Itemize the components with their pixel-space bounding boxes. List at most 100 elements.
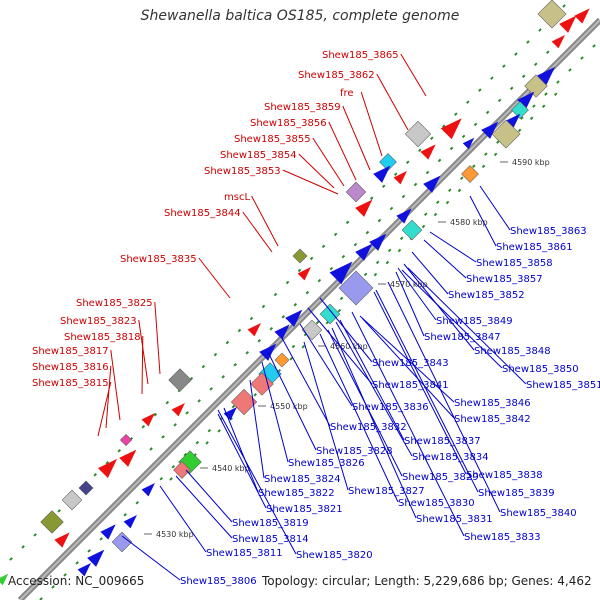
callout-leader — [359, 315, 455, 403]
gene-label-bottom: Shew185_3863 — [510, 226, 587, 237]
gene-box — [292, 248, 308, 264]
gene-arrow — [420, 144, 436, 160]
gene-box — [401, 219, 423, 241]
gene-box — [173, 461, 191, 479]
callout-leader — [303, 341, 349, 491]
callout-leader — [376, 73, 409, 131]
scale-tick-label: 4570 kbp — [390, 280, 428, 289]
scale-tick-label: 4540 kbp — [212, 464, 250, 473]
gene-label-bottom: Shew185_3847 — [424, 332, 501, 343]
gene-label-bottom: Shew185_3846 — [454, 398, 531, 409]
gene-arrow — [97, 458, 118, 479]
map-title: Shewanella baltica OS185, complete genom… — [140, 8, 460, 24]
gene-box — [338, 270, 374, 306]
callout-leader — [335, 321, 413, 457]
gene-label-top: fre — [340, 88, 354, 99]
callout-leader — [375, 289, 479, 493]
callout-leader — [400, 53, 427, 97]
gene-arrow — [87, 549, 105, 567]
callout-leader — [217, 413, 267, 509]
callout-leader — [299, 323, 353, 407]
gene-label-bottom: Shew185_3827 — [348, 486, 425, 497]
gene-arrow — [440, 118, 462, 140]
gene-box — [404, 120, 432, 148]
callout-leader — [361, 317, 455, 419]
gene-arrow — [355, 199, 373, 217]
gene-label-top: Shew185_3818 — [64, 332, 141, 343]
gene-label-bottom: Shew185_3857 — [466, 274, 543, 285]
gene-arrow — [119, 449, 137, 467]
gene-arrow — [141, 413, 155, 427]
gene-box — [250, 372, 274, 396]
gene-arrow — [503, 113, 521, 131]
callout-leader — [159, 485, 207, 553]
callout-leader — [185, 469, 233, 523]
gene-label-top: Shew185_3859 — [264, 102, 341, 113]
callout-leader — [121, 535, 181, 581]
gene-arrow — [423, 175, 441, 193]
gene-label-bottom: Shew185_3831 — [416, 514, 493, 525]
callout-leader — [403, 263, 475, 351]
gene-label-bottom: Shew185_3806 — [180, 576, 257, 587]
gene-box — [230, 388, 258, 416]
gene-arrow — [393, 171, 407, 185]
gene-arrow — [171, 403, 185, 417]
callout-leader — [267, 351, 317, 451]
genome-summary: Topology: circular; Length: 5,229,686 bp… — [262, 574, 592, 588]
callout-leader — [97, 381, 112, 437]
gene-label-top: Shew185_3856 — [250, 118, 327, 129]
gene-box — [301, 319, 323, 341]
gene-arrow — [285, 309, 303, 327]
callout-leader — [319, 297, 373, 363]
gene-arrow — [535, 66, 556, 87]
gene-label-bottom: Shew185_3839 — [478, 488, 555, 499]
gene-arrow — [396, 208, 412, 224]
gene-box — [345, 181, 367, 203]
gene-box — [491, 119, 521, 149]
callout-leader — [407, 267, 527, 385]
callout-leader — [154, 301, 161, 375]
gene-label-top: mscL — [224, 192, 250, 203]
gene-arrow — [54, 532, 70, 548]
gene-label-top: Shew185_3855 — [234, 134, 311, 145]
gene-arrow — [274, 324, 290, 340]
gene-label-bottom: Shew185_3837 — [404, 436, 481, 447]
scale-ticks: 4590 kbp 4580 kbp 4570 kbp 4560 kbp 4550 kbp… — [144, 158, 550, 539]
callout-leader — [479, 185, 511, 231]
gene-label-bottom: Shew185_3836 — [352, 402, 429, 413]
callout-leader — [249, 379, 265, 479]
gene-arrow — [77, 563, 91, 577]
gene-label-bottom: Shew185_3842 — [454, 414, 531, 425]
gene-arrow — [559, 15, 577, 33]
gene-label-bottom: Shew185_3824 — [264, 474, 341, 485]
gene-box — [461, 165, 479, 183]
callout-leader — [469, 195, 497, 247]
gene-box — [274, 352, 290, 368]
gene-arrow — [373, 165, 391, 183]
gene-label-top: Shew185_3853 — [204, 166, 281, 177]
scale-tick-label: 4560 kbp — [330, 342, 368, 351]
gene-label-top: Shew185_3815 — [32, 378, 109, 389]
gene-box — [168, 368, 192, 392]
callout-leader — [397, 267, 437, 321]
scale-tick-label: 4580 kbp — [450, 218, 488, 227]
gene-label-bottom: Shew185_3814 — [232, 534, 309, 545]
gene-arrow — [0, 573, 9, 586]
callout-leader — [110, 349, 121, 421]
callout-leader — [242, 211, 273, 253]
gene-label-bottom: Shew185_3838 — [466, 470, 543, 481]
callout-leader — [351, 311, 465, 537]
gene-arrow — [481, 121, 499, 139]
gene-arrow — [141, 483, 155, 497]
gene-label-bottom: Shew185_3830 — [398, 498, 475, 509]
callout-leader — [331, 327, 417, 519]
callout-leader — [328, 121, 357, 181]
gene-label-bottom: Shew185_3858 — [476, 258, 553, 269]
gene-arrow — [551, 35, 565, 49]
gene-label-bottom: Shew185_3850 — [502, 364, 579, 375]
gene-label-top: Shew185_3823 — [60, 316, 137, 327]
callout-leader — [429, 231, 477, 263]
gene-label-bottom: Shew185_3820 — [296, 550, 373, 561]
